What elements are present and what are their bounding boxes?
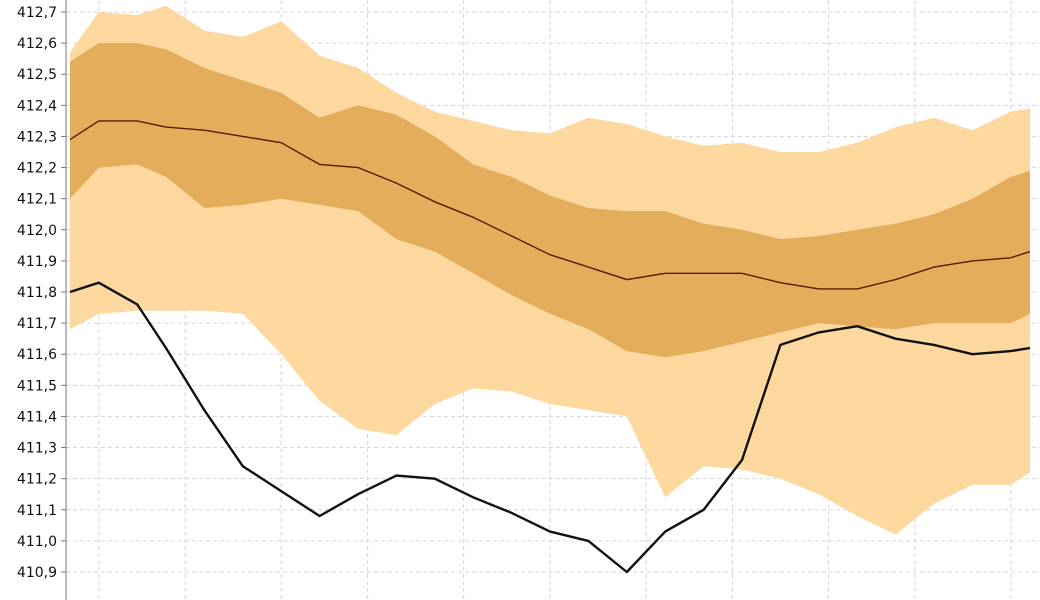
- y-tick-label-13: 411,4: [17, 409, 57, 425]
- series-lines: [69, 120, 1031, 574]
- y-tick-label-12: 411,5: [17, 378, 57, 394]
- mean-line: [69, 120, 1031, 290]
- y-tick-label-8: 411,9: [17, 254, 57, 270]
- y-tick-label-10: 411,7: [17, 316, 57, 332]
- observed-line: [69, 281, 1031, 574]
- y-tick-label-0: 412,7: [17, 5, 57, 21]
- y-tick-label-16: 411,1: [17, 503, 57, 519]
- y-axis: 412,7 412,6 412,5 412,4 412,3 412,2 412,1 412,0…: [17, 0, 67, 600]
- y-tick-label-1: 412,6: [17, 36, 57, 52]
- y-tick-label-3: 412,4: [17, 98, 57, 114]
- y-tick-label-15: 411,2: [17, 472, 57, 488]
- y-tick-label-5: 412,2: [17, 161, 57, 177]
- inner-band-area: [70, 43, 1030, 358]
- y-tick-label-7: 412,0: [17, 223, 57, 239]
- y-tick-label-4: 412,3: [17, 129, 57, 145]
- y-tick-label-2: 412,5: [17, 67, 57, 83]
- y-tick-label-17: 411,0: [17, 534, 57, 550]
- y-tick-label-11: 411,6: [17, 347, 57, 363]
- y-tick-label-18: 410,9: [17, 565, 57, 581]
- y-tick-label-9: 411,8: [17, 285, 57, 301]
- y-tick-label-6: 412,1: [17, 192, 57, 208]
- y-tick-label-14: 411,3: [17, 441, 57, 457]
- confidence-bands: [70, 5, 1030, 535]
